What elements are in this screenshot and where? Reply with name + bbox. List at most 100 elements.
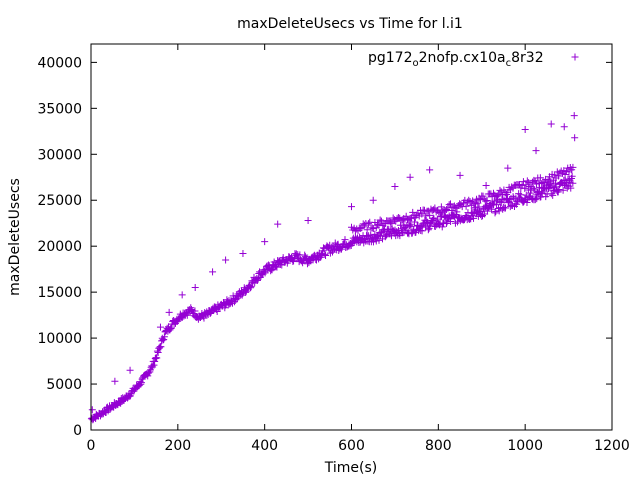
y-tick-label: 10000 xyxy=(37,331,82,347)
data-point xyxy=(406,173,414,181)
data-point xyxy=(555,186,563,194)
data-point xyxy=(424,226,432,234)
data-point xyxy=(456,171,464,179)
data-point xyxy=(531,196,539,204)
data-point xyxy=(479,192,487,200)
y-tick-label: 0 xyxy=(73,423,82,439)
data-point xyxy=(363,226,371,234)
x-tick-label: 1000 xyxy=(507,438,543,454)
data-point xyxy=(341,236,349,244)
data-point xyxy=(247,284,255,292)
data-point xyxy=(513,198,521,206)
data-point xyxy=(276,260,284,268)
y-tick-label: 25000 xyxy=(37,193,82,209)
data-point xyxy=(536,174,544,182)
data-point xyxy=(549,191,557,199)
data-point xyxy=(246,282,254,290)
data-point xyxy=(470,200,478,208)
data-point xyxy=(530,176,538,184)
data-point xyxy=(526,189,534,197)
data-point xyxy=(426,166,434,174)
data-point xyxy=(569,179,577,187)
y-tick-label: 30000 xyxy=(37,147,82,163)
legend-subscript: o xyxy=(413,58,419,69)
data-point xyxy=(270,258,278,266)
data-point xyxy=(569,163,577,171)
data-point xyxy=(153,354,161,362)
data-point xyxy=(304,216,312,224)
data-point xyxy=(561,170,569,178)
y-tick-label: 20000 xyxy=(37,239,82,255)
legend-subscript: c xyxy=(506,58,512,69)
data-points xyxy=(87,112,579,424)
chart-title: maxDeleteUsecs vs Time for l.i1 xyxy=(237,16,463,32)
data-point xyxy=(126,366,134,374)
data-point xyxy=(418,210,426,218)
data-point xyxy=(488,205,496,213)
data-point xyxy=(292,250,300,258)
data-point xyxy=(374,220,382,228)
data-point xyxy=(504,164,512,172)
data-point xyxy=(506,196,514,204)
data-point xyxy=(166,326,174,334)
data-point xyxy=(178,291,186,299)
data-point xyxy=(267,267,275,275)
data-point xyxy=(321,250,329,258)
data-point xyxy=(274,220,282,228)
data-point xyxy=(555,172,563,180)
data-point xyxy=(482,182,490,190)
data-point xyxy=(239,250,247,258)
x-tick-label: 200 xyxy=(164,438,191,454)
data-point xyxy=(501,204,509,212)
data-point xyxy=(527,183,535,191)
data-point xyxy=(376,216,384,224)
data-point xyxy=(409,208,417,216)
data-point xyxy=(222,256,230,264)
data-point xyxy=(402,212,410,220)
data-point xyxy=(357,224,365,232)
y-tick-label: 40000 xyxy=(37,55,82,71)
legend-text-part: 8r32 xyxy=(511,50,543,66)
data-point xyxy=(559,186,567,194)
data-point xyxy=(289,257,297,265)
data-point xyxy=(491,209,499,217)
data-point xyxy=(149,363,157,371)
data-point xyxy=(387,218,395,226)
data-point xyxy=(470,214,478,222)
data-point xyxy=(233,294,241,302)
x-tick-label: 600 xyxy=(338,438,365,454)
x-tick-label: 800 xyxy=(425,438,452,454)
y-axis: 0 5000 10000 15000 20000 25000 30000 35000 40000 xyxy=(37,55,612,439)
data-point xyxy=(375,236,383,244)
data-point xyxy=(391,182,399,190)
x-tick-label: 400 xyxy=(251,438,278,454)
data-point xyxy=(483,196,491,204)
data-point xyxy=(322,252,330,260)
data-point xyxy=(483,207,491,215)
data-point xyxy=(137,379,145,387)
data-point xyxy=(435,208,443,216)
data-point xyxy=(388,220,396,228)
data-point xyxy=(442,220,450,228)
x-axis: 0 200 400 600 800 1000 1200 xyxy=(87,44,630,454)
data-point xyxy=(206,310,214,318)
data-point xyxy=(570,112,578,120)
y-axis-label: maxDeleteUsecs xyxy=(7,178,23,296)
data-point xyxy=(567,184,575,192)
legend: pg172o2nofp.cx10ac8r32 xyxy=(368,50,579,69)
data-point xyxy=(137,380,145,388)
data-point xyxy=(538,189,546,197)
data-point xyxy=(482,197,490,205)
data-point xyxy=(247,283,255,291)
data-point xyxy=(156,323,164,331)
x-tick-label: 0 xyxy=(87,438,96,454)
legend-marker xyxy=(571,53,579,61)
x-tick-label: 1200 xyxy=(594,438,630,454)
data-point xyxy=(406,214,414,222)
data-point xyxy=(475,203,483,211)
data-point xyxy=(187,306,195,314)
data-point xyxy=(444,204,452,212)
data-point xyxy=(547,120,555,128)
data-point xyxy=(154,349,162,357)
data-point xyxy=(117,399,125,407)
